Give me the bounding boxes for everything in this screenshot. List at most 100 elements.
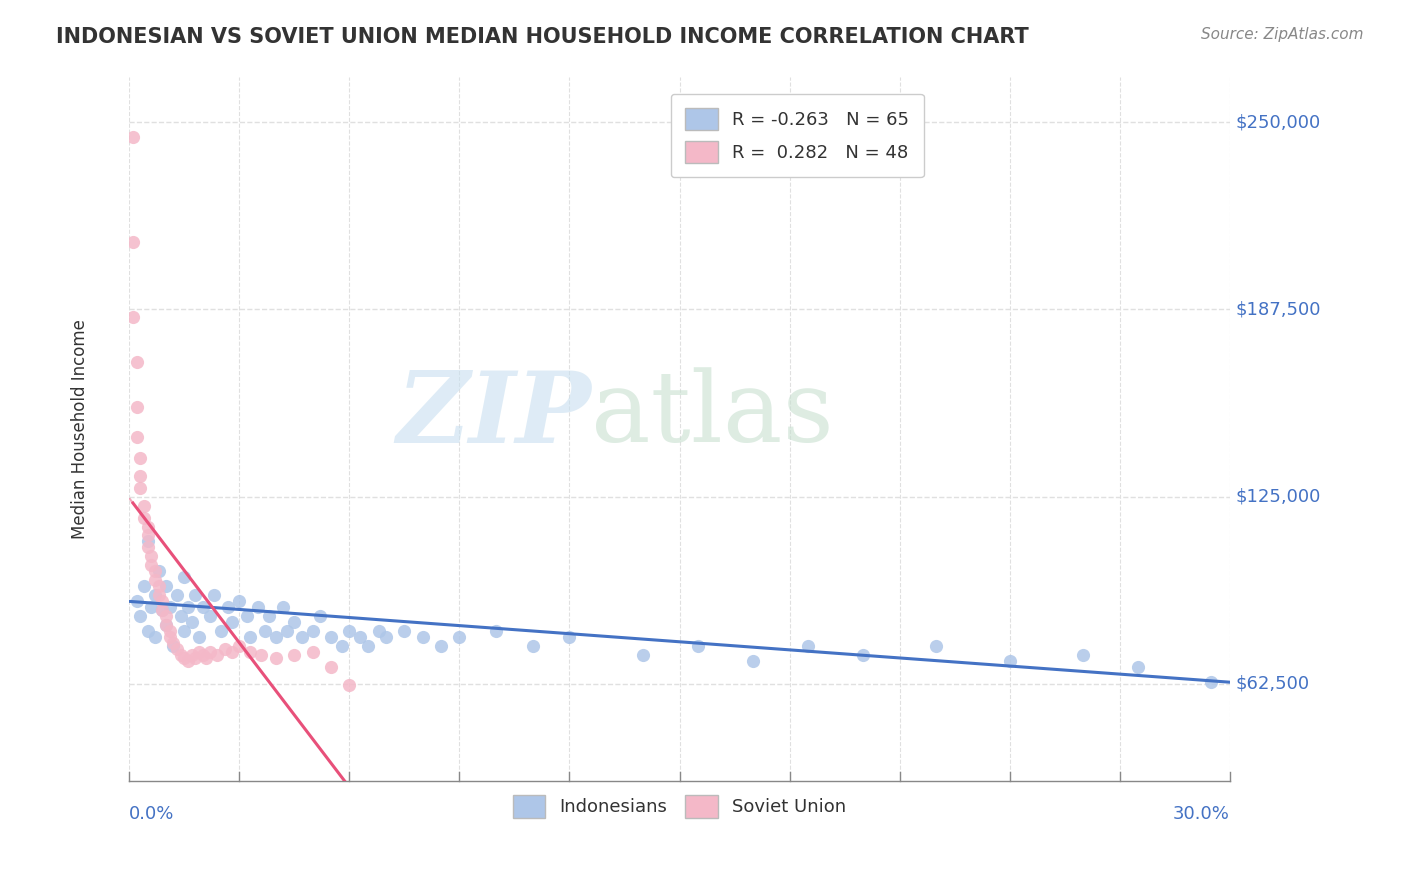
Point: [129, 468, 152, 483]
Legend: Indonesians, Soviet Union: Indonesians, Soviet Union: [505, 789, 853, 825]
Point: [207, 648, 229, 663]
Point: [430, 640, 453, 654]
Point: [136, 519, 159, 533]
Point: [1126, 660, 1149, 674]
Point: [1071, 648, 1094, 663]
Point: [177, 600, 200, 615]
Point: [239, 630, 262, 644]
Point: [150, 603, 173, 617]
Point: [162, 636, 184, 650]
Point: [741, 654, 763, 668]
Point: [228, 594, 250, 608]
Point: [122, 130, 145, 145]
Point: [173, 624, 195, 639]
Point: [291, 630, 314, 644]
Point: [253, 624, 276, 639]
Point: [319, 660, 342, 674]
Point: [169, 609, 191, 624]
Text: 0.0%: 0.0%: [129, 805, 174, 823]
Point: [122, 310, 145, 324]
Point: [125, 594, 148, 608]
Point: [394, 624, 416, 639]
Point: [173, 570, 195, 584]
Point: [191, 648, 214, 663]
Point: [177, 654, 200, 668]
Point: [136, 528, 159, 542]
Point: [166, 642, 188, 657]
Point: [337, 678, 360, 692]
Point: [125, 400, 148, 414]
Point: [246, 600, 269, 615]
Point: [166, 588, 188, 602]
Point: [239, 645, 262, 659]
Point: [631, 648, 654, 663]
Point: [150, 594, 173, 608]
Text: Median Household Income: Median Household Income: [70, 319, 89, 539]
Point: [143, 565, 166, 579]
Point: [180, 615, 202, 630]
Point: [852, 648, 875, 663]
Point: [195, 651, 218, 665]
Point: [148, 588, 170, 602]
Point: [998, 654, 1021, 668]
Point: [283, 648, 305, 663]
Point: [180, 648, 202, 663]
Point: [155, 609, 177, 624]
Point: [136, 624, 159, 639]
Point: [276, 624, 298, 639]
Point: [125, 430, 148, 444]
Point: [412, 630, 434, 644]
Point: [686, 640, 709, 654]
Point: [228, 640, 250, 654]
Point: [257, 609, 280, 624]
Point: [141, 600, 163, 615]
Text: $62,500: $62,500: [1236, 674, 1309, 693]
Point: [132, 510, 155, 524]
Text: $125,000: $125,000: [1236, 488, 1320, 506]
Text: INDONESIAN VS SOVIET UNION MEDIAN HOUSEHOLD INCOME CORRELATION CHART: INDONESIAN VS SOVIET UNION MEDIAN HOUSEH…: [56, 27, 1029, 46]
Point: [136, 534, 159, 549]
Point: [143, 574, 166, 588]
Point: [143, 630, 166, 644]
Point: [349, 630, 371, 644]
Point: [148, 579, 170, 593]
Point: [132, 499, 155, 513]
Point: [558, 630, 581, 644]
Point: [132, 579, 155, 593]
Point: [191, 600, 214, 615]
Point: [159, 630, 181, 644]
Text: $250,000: $250,000: [1236, 113, 1320, 131]
Point: [283, 615, 305, 630]
Point: [301, 645, 323, 659]
Point: [485, 624, 508, 639]
Point: [309, 609, 332, 624]
Point: [150, 603, 173, 617]
Point: [235, 609, 257, 624]
Point: [159, 624, 181, 639]
Text: Source: ZipAtlas.com: Source: ZipAtlas.com: [1201, 27, 1364, 42]
Point: [129, 481, 152, 495]
Point: [198, 645, 221, 659]
Point: [337, 624, 360, 639]
Point: [375, 630, 398, 644]
Point: [155, 618, 177, 632]
Point: [449, 630, 471, 644]
Point: [214, 642, 236, 657]
Point: [184, 651, 207, 665]
Point: [173, 651, 195, 665]
Point: [925, 640, 948, 654]
Point: [188, 645, 211, 659]
Point: [148, 565, 170, 579]
Point: [357, 640, 380, 654]
Point: [122, 235, 145, 249]
Point: [217, 600, 239, 615]
Text: ZIP: ZIP: [396, 367, 592, 464]
Text: 30.0%: 30.0%: [1173, 805, 1230, 823]
Point: [250, 648, 273, 663]
Point: [143, 588, 166, 602]
Point: [155, 579, 177, 593]
Point: [522, 640, 544, 654]
Point: [301, 624, 323, 639]
Text: $187,500: $187,500: [1236, 301, 1320, 318]
Point: [162, 640, 184, 654]
